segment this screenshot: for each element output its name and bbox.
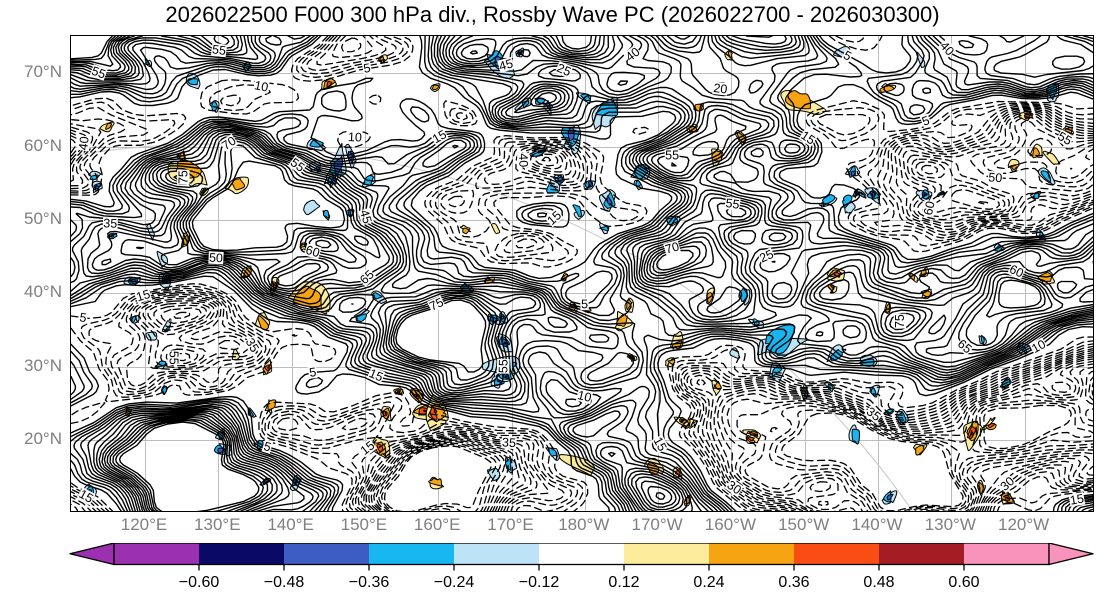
svg-text:55: 55 [725,196,741,212]
svg-text:75: 75 [893,314,907,328]
svg-text:15: 15 [544,208,564,228]
svg-text:35: 35 [502,435,517,450]
svg-text:40: 40 [76,135,92,151]
svg-text:10: 10 [348,130,363,145]
svg-text:15: 15 [651,435,670,454]
svg-text:15: 15 [1069,491,1085,507]
svg-text:40: 40 [623,45,643,65]
svg-text:40: 40 [516,153,530,167]
svg-text:20: 20 [713,81,729,97]
svg-text:35: 35 [103,216,118,231]
svg-text:50: 50 [988,170,1003,185]
svg-text:55: 55 [665,149,679,163]
svg-text:75: 75 [177,170,191,184]
svg-text:55: 55 [166,351,180,365]
svg-text:55: 55 [211,42,227,58]
svg-text:5: 5 [581,297,588,311]
svg-text:55: 55 [496,359,510,373]
svg-text:10: 10 [253,78,269,94]
svg-text:50: 50 [209,251,224,266]
svg-text:30: 30 [998,474,1018,494]
